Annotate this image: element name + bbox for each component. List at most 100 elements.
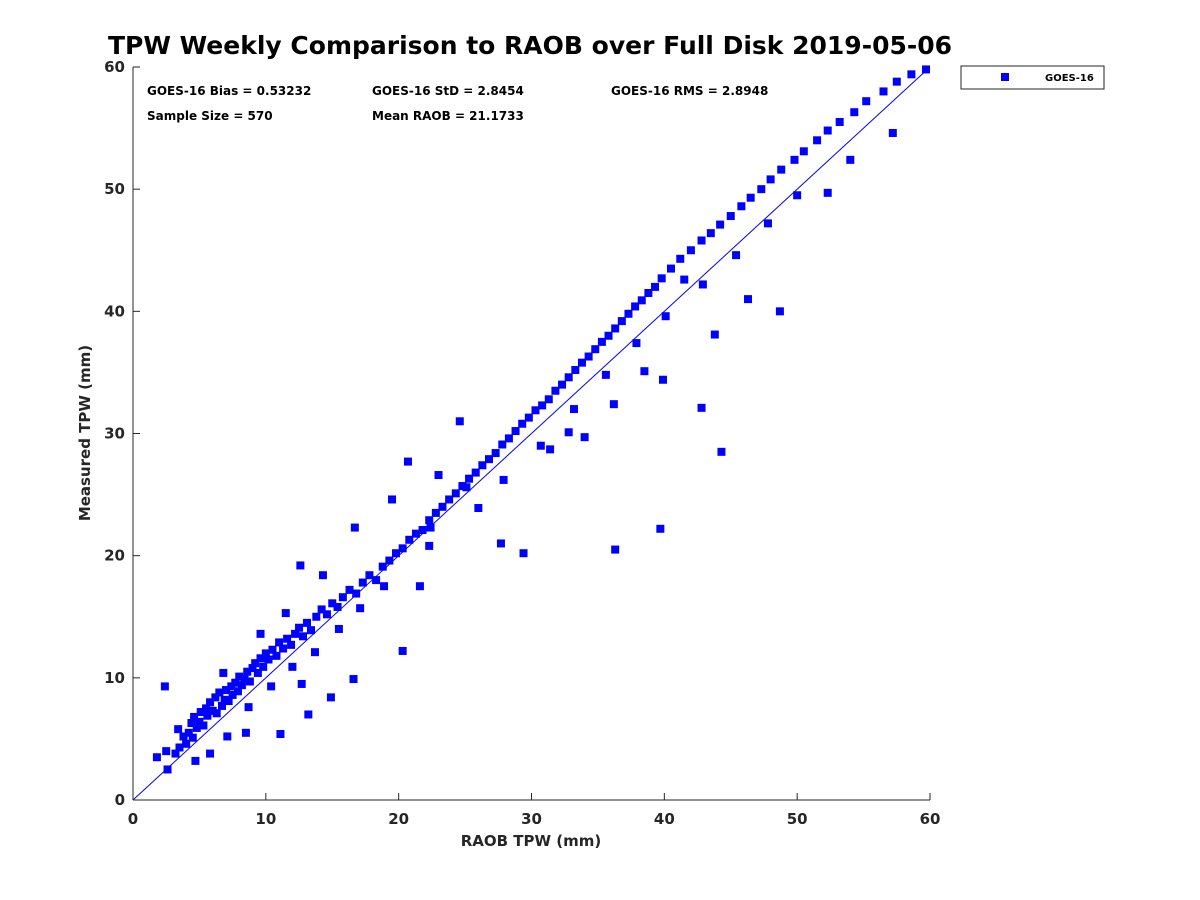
data-point-45 — [279, 644, 288, 653]
data-point-99 — [611, 324, 620, 333]
data-point-36 — [251, 659, 260, 668]
data-point-125 — [862, 97, 871, 106]
data-point-150 — [206, 749, 215, 758]
x-tick-label: 0 — [128, 810, 138, 828]
data-point-132 — [191, 756, 200, 765]
std-annotation: GOES-16 StD = 2.8454 — [372, 84, 524, 98]
data-point-121 — [813, 136, 822, 145]
plot-area: 0 10 20 30 40 50 60 0 10 20 30 40 50 60 — [104, 58, 940, 828]
sample-size-annotation: Sample Size = 570 — [147, 109, 273, 123]
x-tick-label: 30 — [521, 810, 542, 828]
data-point-31 — [237, 681, 246, 690]
data-point-153 — [267, 682, 276, 691]
data-point-190 — [680, 275, 689, 284]
x-ticks: 0 10 20 30 40 50 60 — [128, 793, 941, 828]
data-point-60 — [352, 589, 361, 598]
data-point-142 — [496, 539, 505, 548]
data-point-105 — [651, 282, 660, 291]
data-point-59 — [345, 585, 354, 594]
data-point-179 — [415, 582, 424, 591]
data-point-181 — [434, 471, 443, 480]
data-point-138 — [304, 710, 313, 719]
data-point-48 — [291, 629, 300, 638]
data-point-154 — [288, 662, 297, 671]
y-axis-label: Measured TPW (mm) — [76, 345, 94, 521]
data-point-61 — [358, 578, 367, 587]
data-point-129 — [922, 65, 931, 74]
data-point-119 — [790, 155, 799, 164]
data-point-93 — [571, 365, 580, 374]
y-tick-label: 30 — [104, 425, 125, 443]
data-point-162 — [536, 441, 545, 450]
data-point-165 — [632, 339, 641, 348]
data-point-19 — [211, 693, 220, 702]
data-point-108 — [676, 254, 685, 263]
data-point-75 — [451, 489, 460, 498]
data-point-191 — [710, 330, 719, 339]
data-point-80 — [484, 455, 493, 464]
data-point-124 — [850, 108, 859, 117]
data-point-92 — [564, 373, 573, 382]
data-point-81 — [491, 449, 500, 458]
data-point-7 — [184, 728, 193, 737]
data-point-2 — [163, 765, 172, 774]
legend-entry-goes16: GOES-16 — [1045, 73, 1094, 84]
y-ticks: 0 10 20 30 40 50 60 — [104, 58, 140, 809]
y-tick-label: 0 — [115, 791, 125, 809]
data-point-67 — [398, 544, 407, 553]
data-point-135 — [256, 629, 265, 638]
data-points — [152, 65, 931, 774]
data-point-6 — [182, 739, 191, 748]
data-point-91 — [558, 380, 567, 389]
data-point-117 — [766, 175, 775, 184]
data-point-97 — [597, 337, 606, 346]
chart-title: TPW Weekly Comparison to RAOB over Full … — [108, 31, 952, 60]
data-point-144 — [611, 545, 620, 554]
data-point-103 — [637, 296, 646, 305]
data-point-44 — [275, 638, 284, 647]
data-point-79 — [478, 461, 487, 470]
x-tick-label: 40 — [654, 810, 675, 828]
data-point-101 — [624, 309, 633, 318]
data-point-40 — [261, 649, 270, 658]
data-point-87 — [531, 406, 540, 415]
data-point-49 — [295, 623, 304, 632]
data-point-82 — [498, 440, 507, 449]
x-tick-label: 60 — [920, 810, 941, 828]
data-point-143 — [564, 428, 573, 437]
data-point-34 — [245, 677, 254, 686]
data-point-102 — [631, 302, 640, 311]
data-point-109 — [686, 246, 695, 255]
data-point-62 — [365, 571, 374, 580]
data-point-114 — [737, 202, 746, 211]
data-point-39 — [259, 662, 268, 671]
data-point-136 — [276, 730, 285, 739]
data-point-37 — [253, 668, 262, 677]
data-point-118 — [777, 165, 786, 174]
data-point-32 — [240, 675, 249, 684]
data-point-20 — [212, 709, 221, 718]
data-point-149 — [793, 191, 802, 200]
data-point-57 — [333, 602, 342, 611]
data-point-55 — [322, 610, 331, 619]
data-point-11 — [192, 723, 201, 732]
data-point-177 — [388, 495, 397, 504]
legend-box — [960, 65, 1105, 90]
data-point-113 — [726, 212, 735, 221]
data-point-176 — [350, 523, 359, 532]
data-point-4 — [175, 743, 184, 752]
data-point-70 — [418, 526, 427, 535]
data-point-178 — [403, 457, 412, 466]
data-point-78 — [471, 468, 480, 477]
data-point-180 — [425, 541, 434, 550]
data-point-98 — [604, 331, 613, 340]
legend: GOES-16 — [960, 65, 1105, 90]
data-point-3 — [171, 749, 180, 758]
data-point-167 — [698, 280, 707, 289]
data-point-69 — [411, 529, 420, 538]
x-tick-label: 20 — [388, 810, 409, 828]
data-point-158 — [380, 582, 389, 591]
x-axis-label: RAOB TPW (mm) — [461, 832, 602, 850]
data-point-183 — [474, 504, 483, 513]
data-point-8 — [187, 719, 196, 728]
